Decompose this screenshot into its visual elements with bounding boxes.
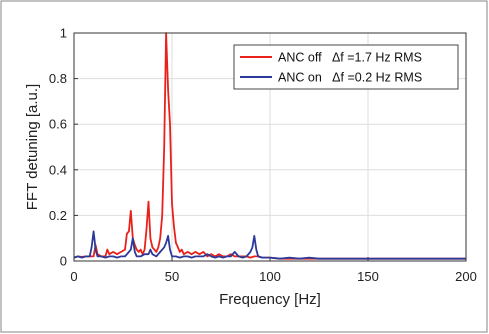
y-tick-label: 0.2: [49, 208, 67, 223]
plot-border: [73, 32, 467, 262]
legend-box: [233, 44, 459, 90]
x-tick-label: 100: [259, 269, 281, 284]
x-tick-label: 200: [455, 269, 477, 284]
y-tick-label: 0: [60, 254, 67, 269]
x-tick-label: 150: [357, 269, 379, 284]
x-tick-labels: 0 50 100 150 200: [70, 269, 476, 284]
y-tick-labels: 0 0.2 0.4 0.6 0.8 1: [49, 26, 67, 269]
legend: ANC off Δf =1.7 Hz RMS ANC on Δf =0.2 Hz…: [233, 44, 459, 90]
y-tick-label: 0.4: [49, 162, 67, 177]
y-axis-label: FFT detuning [a.u.]: [24, 84, 41, 210]
x-axis-label: Frequency [Hz]: [219, 291, 321, 308]
y-tick-label: 0.8: [49, 71, 67, 86]
series-lines: [73, 32, 466, 260]
legend-label-anc-on: ANC on Δf =0.2 Hz RMS: [278, 71, 422, 85]
x-tick-label: 50: [165, 269, 179, 284]
x-tick-label: 0: [70, 269, 77, 284]
legend-label-anc-off: ANC off Δf =1.7 Hz RMS: [278, 51, 422, 65]
y-tick-label: 0.6: [49, 117, 67, 132]
y-tick-label: 1: [60, 26, 67, 41]
series-line-anc-on: [73, 230, 466, 260]
